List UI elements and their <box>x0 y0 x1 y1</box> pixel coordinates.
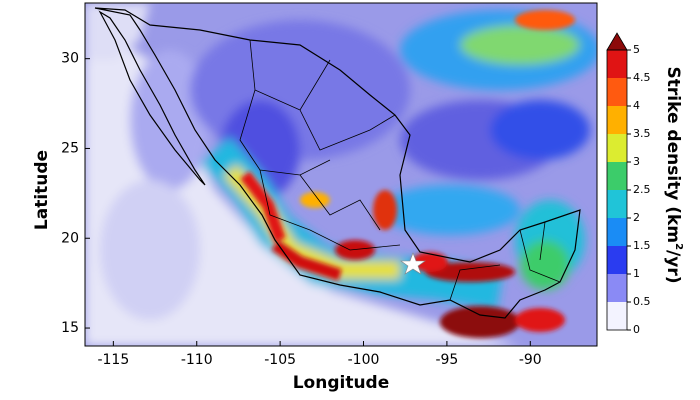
x-tick-label: -90 <box>519 352 542 368</box>
colorbar-segment <box>607 190 627 218</box>
x-tick-label: -115 <box>97 352 129 368</box>
colorbar-label-sup: 2 <box>673 243 684 250</box>
colorbar-tick-label: 1 <box>633 267 640 280</box>
colorbar-tick-label: 0.5 <box>633 295 651 308</box>
y-axis-label: Latitude <box>32 150 52 230</box>
colorbar-label-text: /yr) <box>663 250 683 283</box>
y-tick-label: 20 <box>61 230 79 246</box>
x-tick-label: -105 <box>264 352 296 368</box>
colorbar-segment <box>607 134 627 162</box>
density-field <box>85 3 597 346</box>
x-tick-label: -100 <box>348 352 380 368</box>
colorbar-segment <box>607 162 627 190</box>
colorbar-segment <box>607 106 627 134</box>
colorbar-segment <box>607 274 627 302</box>
colorbar-tick-label: 3.5 <box>633 127 651 140</box>
plot-frame <box>84 2 598 347</box>
colorbar-tick-label: 4.5 <box>633 71 651 84</box>
colorbar-tick-label: 2.5 <box>633 183 651 196</box>
x-tick-label: -95 <box>435 352 458 368</box>
colorbar-label-text: Strike density (km <box>663 67 683 244</box>
colorbar-tick-label: 5 <box>633 43 640 56</box>
event-star <box>400 252 426 275</box>
colorbar-label: Strike density (km2/yr) <box>663 67 684 284</box>
colorbar-segment <box>607 78 627 106</box>
colorbar-tick-label: 0 <box>633 323 640 336</box>
colorbar-segment <box>607 50 627 78</box>
y-tick-label: 30 <box>61 51 79 67</box>
colorbar-tick-label: 1.5 <box>633 239 651 252</box>
colorbar-tick-label: 3 <box>633 155 640 168</box>
colorbar-tick-label: 2 <box>633 211 640 224</box>
colorbar-tick-label: 4 <box>633 99 640 112</box>
colorbar-segment <box>607 246 627 274</box>
colorbar-segment <box>607 302 627 330</box>
colorbar-over <box>606 32 628 51</box>
x-tick-label: -110 <box>181 352 213 368</box>
y-tick-label: 15 <box>61 320 79 336</box>
colorbar-segment <box>607 218 627 246</box>
x-axis-label: Longitude <box>293 373 390 393</box>
y-tick-label: 25 <box>61 140 79 156</box>
